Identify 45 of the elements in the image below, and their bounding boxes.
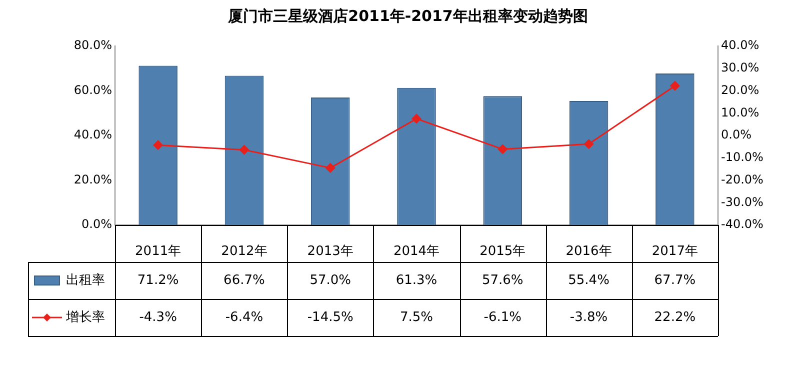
point bbox=[326, 163, 336, 173]
data-label: 71.2% bbox=[137, 272, 179, 288]
data-label: 57.0% bbox=[310, 272, 352, 288]
point bbox=[670, 81, 680, 91]
point bbox=[498, 144, 508, 154]
data-label: -6.1% bbox=[484, 310, 522, 325]
x-tick-label: 2012年 bbox=[221, 244, 268, 260]
y-tick-label: 0.0% bbox=[82, 217, 112, 232]
x-tick-label: 2015年 bbox=[480, 244, 526, 260]
x-tick-label: 2013年 bbox=[307, 244, 354, 260]
data-label: 55.4% bbox=[568, 272, 610, 288]
legend-label: 增长率 bbox=[65, 308, 105, 325]
x-tick-label: 2011年 bbox=[135, 244, 182, 260]
y-tick-label: 40.0% bbox=[74, 128, 112, 142]
y2-tick-label: 20.0% bbox=[721, 82, 760, 97]
y2-tick-label: -30.0% bbox=[721, 194, 764, 209]
y2-tick-label: 0.0% bbox=[721, 128, 752, 142]
point bbox=[153, 140, 163, 150]
data-label: 22.2% bbox=[654, 310, 696, 325]
point bbox=[239, 145, 249, 155]
data-label: 61.3% bbox=[396, 272, 438, 288]
data-label: 7.5% bbox=[400, 310, 434, 325]
x-tick-label: 2016年 bbox=[566, 244, 612, 260]
data-label: 67.7% bbox=[654, 272, 696, 288]
legend-label: 出租率 bbox=[66, 272, 105, 288]
chart-title: 厦门市三星级酒店2011年-2017年出租率变动趋势图 bbox=[227, 6, 588, 25]
data-label: 57.6% bbox=[482, 272, 524, 288]
data-label: -14.5% bbox=[307, 310, 354, 325]
y-tick-label: 60.0% bbox=[74, 82, 112, 97]
data-label: -4.3% bbox=[139, 310, 177, 325]
y-tick-label: 80.0% bbox=[74, 38, 112, 52]
y-tick-label: 20.0% bbox=[74, 172, 112, 186]
point bbox=[412, 114, 422, 124]
x-tick-label: 2014年 bbox=[393, 244, 440, 260]
x-tick-label: 2017年 bbox=[652, 244, 698, 260]
y2-tick-label: -40.0% bbox=[721, 217, 764, 232]
y2-tick-label: 40.0% bbox=[721, 38, 760, 52]
y2-tick-label: -20.0% bbox=[721, 172, 764, 186]
y2-tick-label: 30.0% bbox=[721, 60, 760, 74]
data-label: -6.4% bbox=[225, 310, 264, 325]
data-label: 66.7% bbox=[224, 272, 265, 288]
data-label: -3.8% bbox=[570, 310, 608, 325]
y2-tick-label: -10.0% bbox=[721, 150, 764, 164]
point bbox=[584, 139, 594, 149]
y2-tick-label: 10.0% bbox=[721, 105, 760, 120]
